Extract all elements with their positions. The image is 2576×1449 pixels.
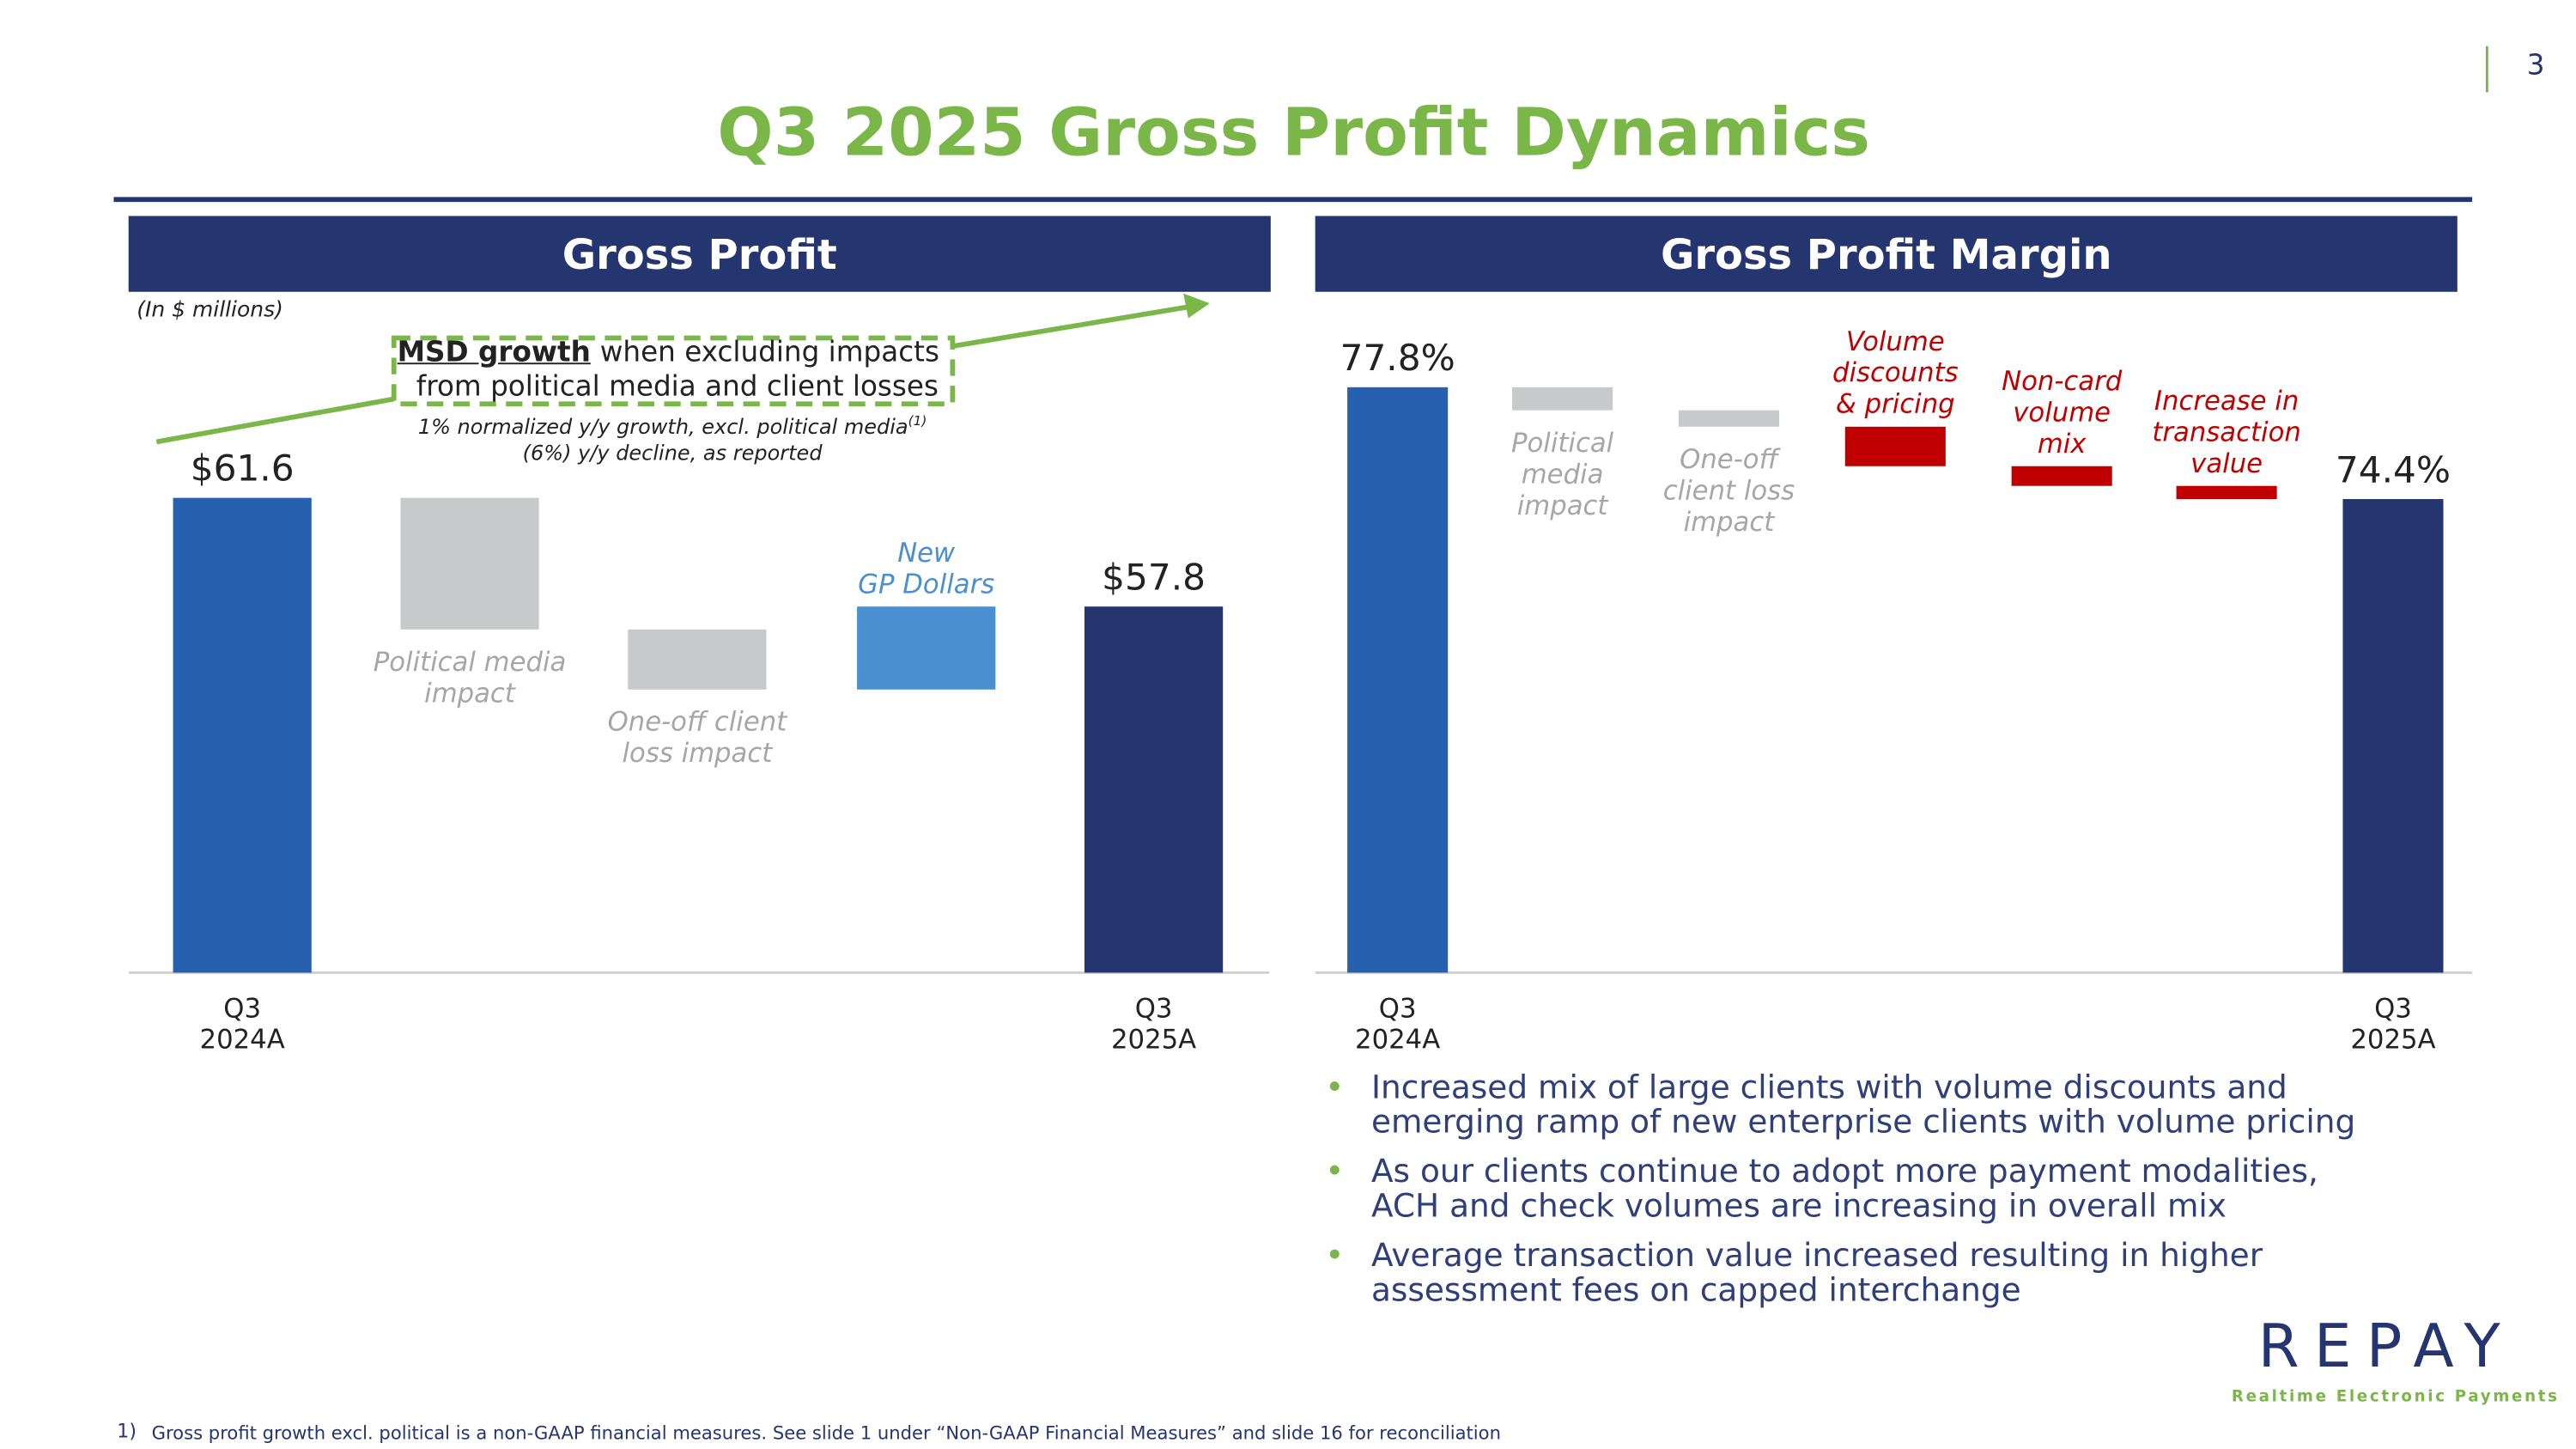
value-label: $57.8 — [1102, 557, 1206, 600]
logo: REPAY — [2257, 1313, 2516, 1382]
annotation: MSD growth when excluding impacts from p… — [398, 337, 958, 407]
bullet: Average transaction value increased resu… — [1325, 1238, 2263, 1308]
annotation-arrow — [951, 304, 1191, 349]
x-tick-label: Q3 2025A — [2350, 992, 2436, 1056]
value-label: $61.6 — [190, 449, 295, 491]
bullet: Increased mix of large clients with volu… — [1325, 1069, 2355, 1141]
bar — [2176, 485, 2277, 500]
bar — [173, 497, 312, 973]
x-tick-label: Q3 2025A — [1110, 992, 1197, 1056]
annotation-arrow — [155, 396, 395, 445]
bar — [1678, 410, 1779, 427]
annotation-note: 1% normalized y/y growth, excl. politica… — [418, 414, 927, 439]
bar — [2342, 499, 2444, 973]
bar — [1844, 426, 1946, 466]
annotation-box — [391, 335, 956, 407]
category-label: New GP Dollars — [858, 536, 995, 600]
bar — [400, 497, 539, 630]
value-label: 74.4% — [2335, 450, 2451, 492]
bar — [857, 606, 996, 690]
note-text: 1% normalized y/y growth, excl. politica… — [417, 414, 908, 439]
note-marker: (1) — [908, 413, 927, 429]
bar — [1084, 606, 1224, 973]
panel-header: Gross Profit Margin — [1315, 216, 2458, 292]
category-label: Volume discounts & pricing — [1832, 325, 1959, 420]
category-label: Increase in transaction value — [2152, 384, 2301, 479]
footnote: Gross profit growth excl. political is a… — [151, 1422, 1502, 1445]
value-label: 77.8% — [1340, 338, 1455, 381]
annotation-emphasis: MSD growth — [397, 336, 591, 369]
annotation-text: when excluding impacts from political me… — [416, 336, 939, 405]
slide-title: Q3 2025 Gross Profit Dynamics — [717, 95, 1871, 172]
chart-subtitle: (In $ millions) — [137, 298, 283, 324]
category-label: Political media impact — [373, 646, 567, 709]
category-label: One-off client loss impact — [607, 705, 787, 770]
page-number: 3 — [2526, 49, 2545, 82]
footnote-marker: 1) — [117, 1419, 137, 1443]
logo-tagline: Realtime Electronic Payments — [2231, 1388, 2560, 1407]
category-label: Political media impact — [1510, 426, 1614, 521]
panel-header: Gross Profit — [128, 216, 1271, 292]
x-tick-label: Q3 2024A — [1355, 992, 1441, 1056]
category-label: One-off client loss impact — [1662, 442, 1795, 539]
annotation-note: (6%) y/y decline, as reported — [522, 440, 823, 466]
x-tick-label: Q3 2024A — [199, 992, 285, 1056]
bar — [628, 629, 767, 690]
category-label: Non-card volume mix — [2002, 364, 2123, 460]
bullet: As our clients continue to adopt more pa… — [1325, 1154, 2318, 1225]
bar — [1347, 387, 1449, 973]
bar — [2011, 466, 2112, 486]
bar — [1512, 387, 1613, 411]
arrowhead — [1183, 293, 1210, 319]
